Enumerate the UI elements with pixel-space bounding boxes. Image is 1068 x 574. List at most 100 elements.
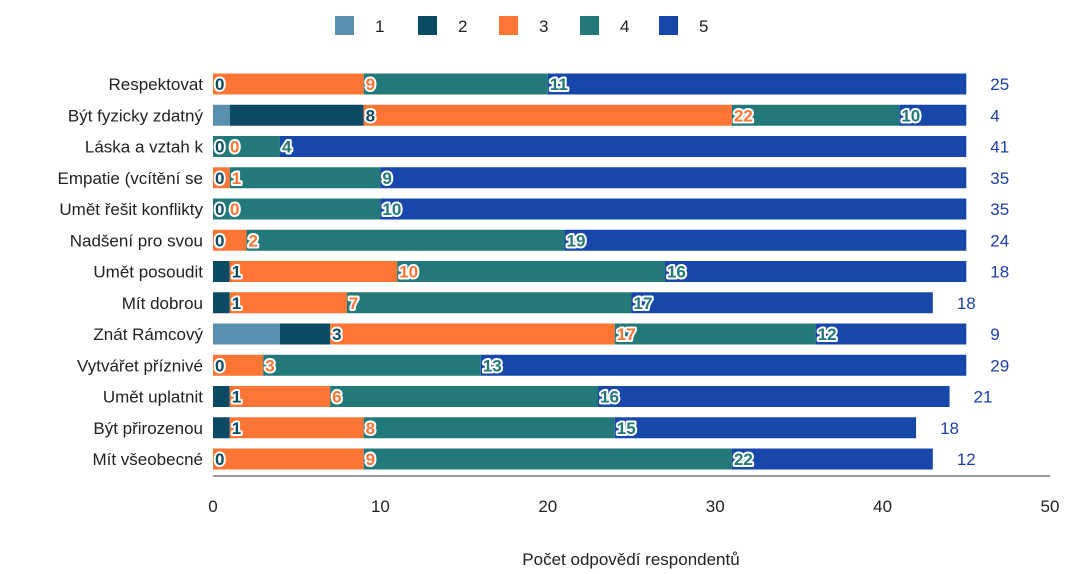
segment-value-label: 17 (617, 325, 636, 344)
segment-value-label: 7 (349, 294, 358, 313)
legend-label-4: 4 (620, 17, 629, 36)
segment-value-label: 16 (667, 263, 686, 282)
category-label: Umět řešit konflikty (59, 200, 203, 219)
x-tick-label: 30 (706, 497, 725, 516)
bar-segment (330, 386, 599, 407)
bar-segment (547, 73, 967, 95)
bar-segment (213, 323, 280, 345)
total-value-label: 21 (974, 388, 993, 407)
segment-value-label: 13 (483, 356, 502, 375)
legend: 1 2 3 4 5 (335, 16, 708, 36)
total-value-label: 18 (990, 263, 1009, 282)
category-label: Umět posoudit (93, 263, 203, 282)
bar-segment (363, 73, 548, 95)
bar-segment (631, 292, 933, 314)
category-label: Být přirozenou (93, 419, 203, 438)
x-tick-label: 50 (1041, 497, 1060, 516)
segment-value-label: 9 (382, 169, 391, 188)
segment-value-label: 0 (215, 356, 224, 375)
total-value-label: 9 (990, 325, 999, 344)
bar-segment (229, 386, 331, 407)
bar-segment (279, 323, 331, 345)
segment-value-label: 16 (600, 388, 619, 407)
category-label: Láska a vztah k (85, 138, 204, 157)
bar-segment (363, 417, 615, 439)
segment-value-label: 0 (230, 200, 239, 219)
total-value-label: 4 (990, 106, 999, 125)
segment-value-label: 10 (399, 263, 418, 282)
bar-segment (246, 229, 565, 251)
x-tick-label: 20 (538, 497, 557, 516)
bar-segment (346, 292, 632, 314)
total-value-label: 18 (957, 294, 976, 313)
bar-segment (363, 448, 732, 470)
legend-label-1: 1 (375, 17, 384, 36)
category-label: Mít dobrou (122, 294, 203, 313)
x-tick-label: 10 (371, 497, 390, 516)
category-label: Být fyzicky zdatný (68, 106, 204, 125)
bar-segment (229, 417, 364, 439)
segment-value-label: 0 (215, 138, 224, 157)
total-value-label: 25 (990, 75, 1009, 94)
bar-segment (815, 323, 967, 345)
segment-value-label: 15 (617, 419, 636, 438)
segment-value-label: 8 (366, 419, 375, 438)
bar-segment (213, 104, 230, 126)
total-labels: 25 4 41 35 35 24 18 18 9 29 21 18 12 (940, 75, 1009, 469)
segment-value-label: 3 (332, 325, 341, 344)
segment-value-label: 12 (818, 325, 837, 344)
category-label: Umět uplatnit (103, 388, 203, 407)
bar-segment (229, 104, 364, 126)
bar-segment (213, 448, 364, 470)
bar-segment (380, 198, 967, 220)
bar-segment (279, 136, 967, 157)
bar-segment (213, 417, 230, 439)
segment-value-label: 0 (215, 200, 224, 219)
segment-value-label: 6 (332, 388, 341, 407)
segment-value-label: 11 (550, 75, 568, 94)
bar-segment (380, 167, 967, 189)
bar-segment (564, 229, 967, 251)
bar-segment (614, 323, 816, 345)
bar-segment (213, 229, 247, 251)
segment-value-label: 4 (282, 138, 292, 157)
total-value-label: 29 (990, 356, 1009, 375)
legend-swatch-3 (499, 16, 518, 35)
segment-value-label: 8 (366, 106, 375, 125)
legend-swatch-1 (335, 16, 354, 35)
category-label: Empatie (vcítění se (57, 169, 203, 188)
category-label: Mít všeobecné (92, 450, 203, 469)
segment-value-label: 10 (382, 200, 401, 219)
bar-segment (213, 386, 230, 407)
bar-segment (229, 292, 347, 314)
bar-segment (213, 136, 280, 157)
bar-segment (213, 292, 230, 314)
total-value-label: 41 (990, 138, 1009, 157)
legend-label-5: 5 (699, 17, 708, 36)
segment-value-label: 1 (232, 294, 241, 313)
bars (213, 73, 967, 470)
bar-segment (213, 73, 364, 95)
bar-segment (397, 261, 665, 282)
segment-labels: 0 9 118 22 100 0 40 1 90 0 100 2 191 10 161 7 173 17 120 3 1… (213, 73, 922, 471)
total-value-label: 35 (990, 169, 1009, 188)
category-labels: Respektovat Být fyzicky zdatný Láska a vzt… (57, 75, 203, 469)
segment-value-label: 0 (215, 231, 224, 250)
segment-value-label: 19 (567, 231, 586, 250)
total-value-label: 35 (990, 200, 1009, 219)
total-value-label: 24 (990, 231, 1009, 250)
segment-value-label: 0 (215, 169, 224, 188)
bar-segment (263, 354, 481, 376)
bar-segment (731, 448, 933, 470)
bar-segment (330, 323, 615, 345)
bar-segment (213, 261, 230, 282)
bar-segment (363, 104, 732, 126)
segment-value-label: 22 (734, 106, 753, 125)
x-axis-title: Počet odpovědí respondentů (522, 550, 739, 569)
bar-segment (899, 104, 967, 126)
bar-segment (229, 167, 381, 189)
segment-value-label: 1 (232, 388, 241, 407)
bar-segment (229, 261, 398, 282)
bar-segment (664, 261, 967, 282)
legend-label-3: 3 (539, 17, 548, 36)
